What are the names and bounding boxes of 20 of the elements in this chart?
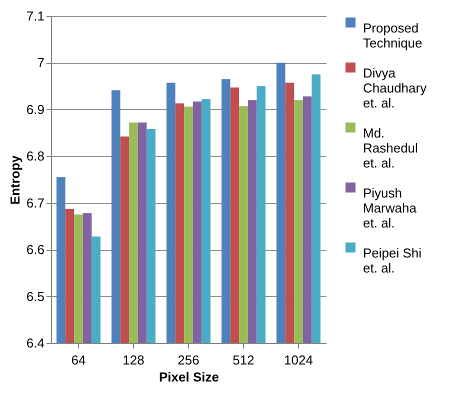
y-tick-label: 6.5 (26, 288, 44, 304)
y-tick-label: 6.6 (26, 242, 44, 258)
legend-label: Divya Chaudhary et. al. (363, 66, 428, 110)
x-tick-label: 256 (178, 352, 200, 368)
y-tick-label: 7 (37, 55, 44, 70)
legend-label: Md. Rashedul et. al. (363, 126, 418, 170)
legend-label: Proposed Technique (363, 20, 422, 50)
y-axis-title: Entropy (7, 154, 22, 205)
legend-label: Peipei Shi et. al. (363, 246, 422, 276)
y-tick-label: 6.7 (26, 195, 44, 210)
legend-label: Piyush Marwaha et. al. (363, 186, 418, 230)
x-tick-label: 64 (71, 352, 86, 368)
x-tick-label: 512 (232, 352, 254, 368)
x-tick-label: 128 (122, 352, 144, 368)
y-tick-label: 6.8 (26, 148, 44, 164)
y-tick-label: 7.1 (26, 8, 44, 24)
x-tick-label: 1024 (284, 352, 313, 368)
y-tick-label: 6.9 (26, 102, 44, 117)
y-tick-label: 6.4 (26, 336, 44, 350)
x-axis-title: Pixel Size (159, 370, 219, 384)
